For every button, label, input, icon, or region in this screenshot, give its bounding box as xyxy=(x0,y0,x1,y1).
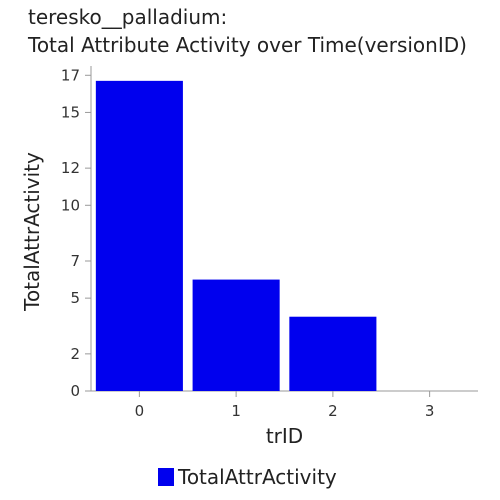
x-axis-title: trID xyxy=(266,424,303,448)
bar xyxy=(95,80,183,391)
x-tick-label: 3 xyxy=(425,402,435,420)
legend-label: TotalAttrActivity xyxy=(178,465,337,489)
x-tick-label: 0 xyxy=(135,402,145,420)
bar xyxy=(192,279,280,391)
y-tick-label: 7 xyxy=(70,252,80,270)
chart-subtitle: Total Attribute Activity over Time(versi… xyxy=(28,33,467,57)
y-tick-label: 5 xyxy=(70,289,80,307)
y-tick-label: 12 xyxy=(61,159,80,177)
x-tick-label: 1 xyxy=(231,402,241,420)
x-tick-label: 2 xyxy=(328,402,338,420)
bar xyxy=(289,316,377,391)
legend: TotalAttrActivity xyxy=(158,465,337,489)
y-tick-label: 17 xyxy=(61,66,80,84)
legend-swatch xyxy=(158,468,174,486)
chart-title: teresko__palladium: xyxy=(28,5,228,29)
y-tick-label: 15 xyxy=(61,103,80,121)
bars xyxy=(95,80,377,391)
y-tick-label: 0 xyxy=(70,382,80,400)
y-tick-label: 10 xyxy=(61,196,80,214)
y-tick-label: 2 xyxy=(70,345,80,363)
y-axis-title: TotalAttrActivity xyxy=(20,152,44,312)
